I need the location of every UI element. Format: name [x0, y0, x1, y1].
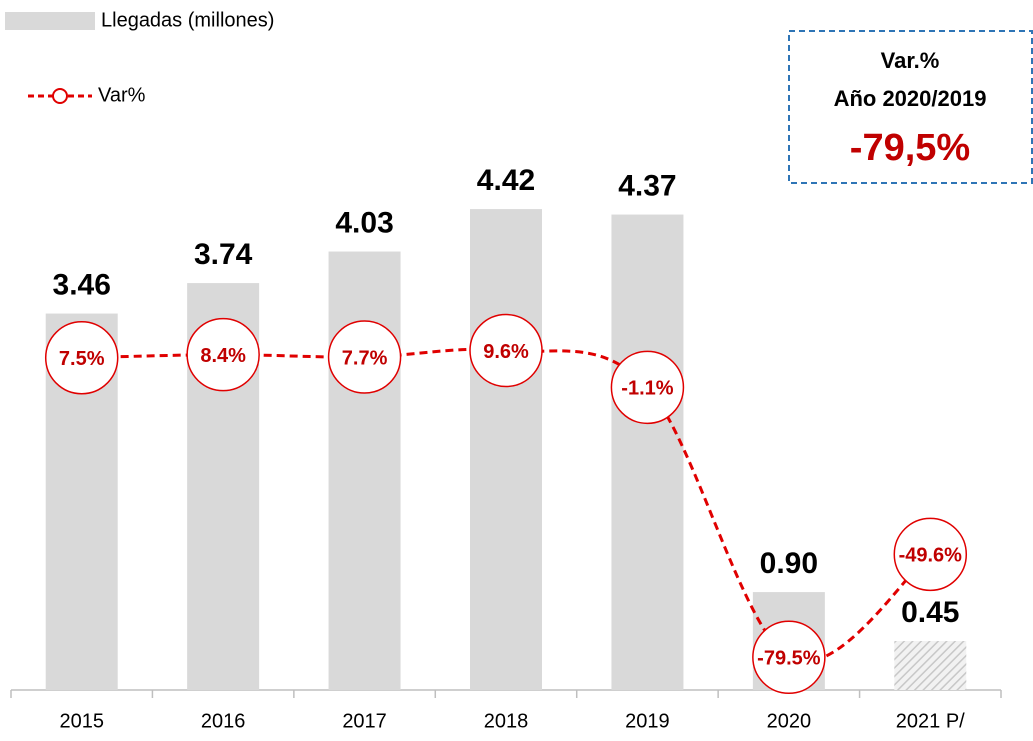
bar-value-label: 0.45 [901, 596, 959, 629]
line-marker [44, 320, 119, 395]
bar-value-label: 4.42 [477, 164, 535, 197]
line-marker [752, 620, 826, 695]
annotation-subtitle: Año 2020/2019 [834, 86, 987, 111]
line-value-label: -79.5% [757, 648, 821, 670]
bar-value-label: 3.74 [194, 238, 253, 271]
legend-label: Var% [98, 84, 146, 106]
x-tick-label: 2019 [625, 710, 670, 732]
x-tick-label: 2020 [767, 710, 812, 732]
bar [470, 209, 542, 690]
bar [328, 251, 401, 690]
line-marker [469, 313, 543, 388]
line-value-label: -49.6% [899, 545, 963, 567]
annotation-value: -79,5% [850, 127, 970, 169]
line-marker [610, 350, 685, 425]
x-tick-label: 2015 [59, 710, 104, 732]
x-tick-label: 2017 [342, 710, 387, 732]
bar [611, 214, 684, 690]
x-tick-label: 2016 [201, 710, 246, 732]
line-marker [327, 320, 402, 394]
line-value-label: -1.1% [621, 378, 673, 400]
annotation-box [788, 30, 1033, 184]
line-value-label: 7.7% [342, 347, 388, 369]
legend-label: Llegadas (millones) [101, 9, 274, 31]
legend-swatch-bar [5, 12, 95, 30]
line-marker [893, 517, 968, 592]
bar-value-label: 4.37 [618, 169, 676, 202]
bar-value-label: 0.90 [760, 547, 818, 580]
bar-value-label: 4.03 [335, 206, 393, 239]
line-value-label: 8.4% [200, 345, 246, 367]
annotation-title: Var.% [881, 48, 940, 73]
bar-value-label: 3.46 [53, 268, 111, 301]
x-tick-label: 2021 P/ [896, 710, 965, 732]
line-value-label: 7.5% [59, 348, 105, 370]
line-value-label: 9.6% [483, 341, 529, 363]
x-tick-label: 2018 [484, 710, 529, 732]
legend-marker [52, 88, 68, 104]
bar [894, 641, 967, 690]
line-marker [186, 317, 260, 392]
